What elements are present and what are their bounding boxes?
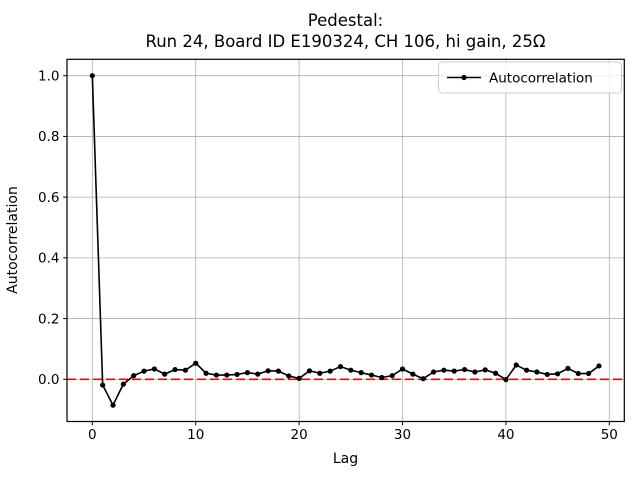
data-point-lag-15 (244, 370, 251, 376)
data-point-lag-3 (120, 381, 126, 387)
legend: Autocorrelation (438, 61, 622, 94)
data-point-lag-44 (544, 371, 550, 378)
data-point-lag-47 (575, 370, 581, 377)
data-point-lag-8 (172, 366, 178, 373)
legend-marker-dot (461, 74, 467, 81)
y-axis-label: Autocorrelation (5, 186, 21, 294)
y-tick-label-0.2: 0.2 (38, 311, 59, 327)
data-point-lag-23 (327, 368, 333, 374)
data-point-lag-45 (555, 371, 561, 377)
data-point-lag-33 (430, 369, 437, 375)
data-point-lag-18 (275, 368, 282, 374)
x-tick-label-30: 30 (394, 427, 411, 443)
grid-layer (67, 59, 625, 422)
data-point-lag-21 (306, 368, 313, 374)
x-tick-label-0: 0 (88, 427, 97, 443)
data-point-lag-25 (348, 367, 354, 373)
data-point-lag-5 (141, 368, 147, 374)
y-tick-label-0.4: 0.4 (38, 251, 59, 267)
data-point-lag-31 (410, 371, 416, 377)
data-point-lag-32 (420, 376, 426, 382)
data-point-lag-1 (100, 382, 106, 388)
chart-title-line1: Pedestal: (308, 11, 383, 30)
x-tick-label-40: 40 (497, 427, 514, 443)
autocorrelation-series (89, 73, 602, 408)
data-point-lag-29 (389, 373, 395, 379)
data-point-lag-7 (162, 371, 168, 377)
data-point-lag-36 (461, 366, 468, 373)
data-point-lag-39 (492, 370, 499, 376)
data-point-lag-49 (596, 363, 602, 369)
data-point-lag-30 (399, 366, 406, 372)
data-point-lag-42 (523, 367, 530, 373)
data-point-lag-40 (503, 377, 509, 383)
data-point-lag-16 (255, 371, 261, 377)
axes-border (66, 58, 625, 423)
x-tick-label-50: 50 (601, 427, 618, 443)
x-tick-label-10: 10 (187, 427, 204, 443)
data-point-lag-37 (472, 369, 478, 375)
data-point-lag-48 (586, 370, 592, 377)
data-point-lag-12 (213, 372, 220, 378)
data-point-lag-14 (234, 371, 240, 378)
data-point-lag-4 (131, 373, 137, 379)
x-axis-label: Lag (333, 451, 358, 467)
series-line-autocorrelation (91, 75, 600, 407)
data-point-lag-46 (565, 365, 571, 371)
tick-layer: 0 10 20 30 40 50 0.0 0.2 0.4 0.6 0.8 1.0 (38, 68, 618, 443)
data-point-lag-35 (451, 368, 457, 374)
data-point-lag-38 (482, 367, 488, 373)
data-point-lag-34 (441, 367, 447, 373)
data-point-lag-22 (317, 370, 323, 376)
data-point-lag-13 (224, 372, 230, 378)
legend-box (438, 61, 622, 94)
y-tick-label-0.8: 0.8 (38, 129, 59, 145)
data-point-lag-28 (379, 374, 385, 381)
data-point-lag-0 (89, 73, 95, 79)
data-point-lag-27 (368, 372, 375, 378)
y-tick-label-1.0: 1.0 (38, 68, 59, 84)
data-point-lag-10 (193, 360, 199, 366)
legend-label: Autocorrelation (489, 71, 593, 87)
y-tick-label-0.0: 0.0 (38, 372, 59, 388)
data-point-lag-26 (358, 370, 364, 376)
x-tick-label-20: 20 (291, 427, 308, 443)
chart-title-line2: Run 24, Board ID E190324, CH 106, hi gai… (146, 32, 546, 51)
data-point-lag-24 (337, 363, 344, 370)
data-point-lag-43 (534, 369, 540, 375)
data-point-lag-9 (182, 367, 188, 373)
y-tick-label-0.6: 0.6 (38, 190, 59, 206)
data-point-lag-2 (110, 402, 116, 408)
data-point-lag-11 (203, 370, 209, 376)
data-point-lag-19 (286, 373, 292, 379)
data-point-lag-41 (513, 362, 519, 368)
data-point-lag-20 (296, 375, 302, 381)
data-point-lag-17 (265, 368, 271, 374)
data-point-lag-6 (151, 366, 157, 372)
